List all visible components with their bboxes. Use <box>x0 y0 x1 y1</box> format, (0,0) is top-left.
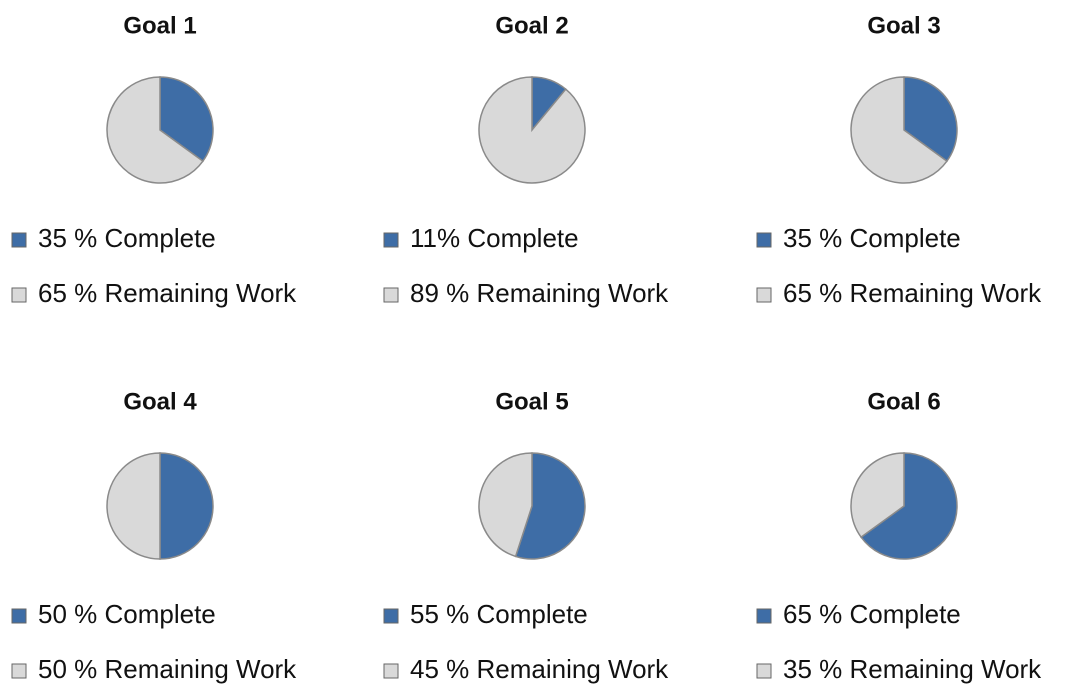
legend-label: 35 % Remaining Work <box>783 654 1042 684</box>
legend-swatch <box>383 232 399 248</box>
legend-label: 55 % Complete <box>410 599 588 629</box>
legend-label: 11% Complete <box>410 223 579 253</box>
legend-swatch <box>756 663 772 679</box>
chart-title: Goal 1 <box>123 12 196 39</box>
chart-title: Goal 6 <box>867 388 940 415</box>
legend-label: 45 % Remaining Work <box>410 654 669 684</box>
legend-swatch <box>11 663 27 679</box>
legend-label: 65 % Remaining Work <box>38 278 297 308</box>
pie-slice <box>106 76 204 184</box>
legend-label: 35 % Complete <box>38 223 216 253</box>
chart-title: Goal 4 <box>123 388 197 415</box>
pie-slice <box>106 452 161 560</box>
legend-label: 35 % Complete <box>783 223 961 253</box>
legend-swatch <box>756 232 772 248</box>
legend-swatch <box>11 232 27 248</box>
pie-slice <box>159 452 214 560</box>
legend-swatch <box>756 608 772 624</box>
chart-title: Goal 5 <box>495 388 568 415</box>
legend-label: 50 % Remaining Work <box>38 654 297 684</box>
legend-label: 50 % Complete <box>38 599 216 629</box>
pie-slice <box>514 452 586 560</box>
pie-slice <box>850 452 905 539</box>
legend-swatch <box>11 287 27 303</box>
legend-label: 89 % Remaining Work <box>410 278 669 308</box>
pie-slice <box>159 76 214 163</box>
pie-slice <box>478 452 533 558</box>
pie-slice <box>860 452 958 560</box>
legend-swatch <box>383 608 399 624</box>
legend-label: 65 % Complete <box>783 599 961 629</box>
legend-swatch <box>756 287 772 303</box>
legend-swatch <box>383 287 399 303</box>
legend-swatch <box>11 608 27 624</box>
chart-title: Goal 2 <box>495 12 568 39</box>
legend-swatch <box>383 663 399 679</box>
legend-label: 65 % Remaining Work <box>783 278 1042 308</box>
chart-title: Goal 3 <box>867 12 940 39</box>
pie-slice <box>850 76 948 184</box>
pie-slice <box>903 76 958 163</box>
pie-slice <box>478 76 586 184</box>
